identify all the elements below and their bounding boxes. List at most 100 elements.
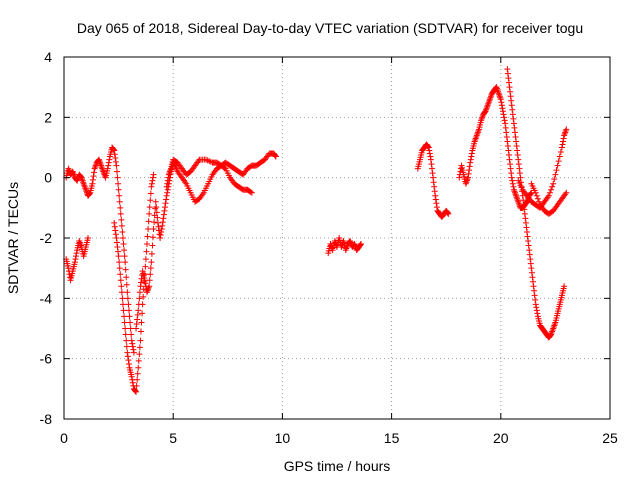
data-point: [512, 133, 519, 140]
data-point: [155, 223, 162, 230]
data-point: [138, 319, 145, 326]
data-point: [85, 235, 92, 241]
data-point: [124, 295, 131, 302]
data-point: [502, 124, 509, 131]
data-point: [136, 351, 143, 358]
data-point: [527, 260, 534, 267]
data-point: [555, 158, 562, 165]
data-point: [117, 271, 124, 278]
data-point: [145, 218, 152, 225]
data-point: [146, 283, 153, 290]
data-point: [505, 79, 512, 86]
data-point: [144, 233, 151, 240]
data-point: [122, 325, 129, 332]
data-point: [128, 373, 135, 380]
data-point: [136, 344, 143, 351]
data-point: [160, 211, 167, 218]
data-point: [433, 200, 440, 207]
data-point: [111, 219, 118, 226]
data-point: [147, 197, 154, 204]
data-point: [164, 177, 171, 184]
data-point: [548, 186, 555, 193]
data-point: [550, 180, 557, 187]
data-point: [112, 231, 119, 238]
data-point: [507, 93, 514, 100]
series-arc-4: [133, 150, 279, 332]
data-point: [111, 151, 118, 158]
data-point: [429, 170, 436, 177]
data-point: [164, 180, 171, 187]
data-point: [71, 259, 78, 266]
data-point: [456, 174, 463, 181]
data-point: [115, 180, 122, 187]
data-point: [147, 265, 154, 272]
data-point: [125, 307, 132, 314]
chart-title: Day 065 of 2018, Sidereal Day-to-day VTE…: [77, 20, 583, 36]
data-point: [536, 198, 543, 205]
data-point: [563, 126, 570, 133]
data-point: [505, 75, 512, 82]
data-point: [524, 228, 531, 235]
data-point: [533, 307, 540, 314]
data-point: [515, 161, 522, 168]
data-point: [104, 165, 111, 172]
data-point: [152, 198, 159, 205]
data-point: [533, 192, 540, 199]
data-point: [527, 256, 534, 263]
data-point: [150, 171, 157, 178]
data-point: [120, 241, 127, 248]
data-point: [467, 156, 474, 163]
data-point: [128, 331, 135, 338]
data-point: [526, 247, 533, 254]
data-point: [506, 156, 513, 163]
data-point: [508, 102, 515, 109]
data-point: [124, 289, 131, 296]
data-point: [149, 234, 156, 241]
data-point: [121, 247, 128, 254]
data-point: [139, 310, 146, 317]
data-point: [504, 138, 511, 145]
data-point: [147, 190, 154, 197]
data-point: [115, 253, 122, 260]
data-point: [444, 210, 451, 217]
data-point: [134, 311, 141, 318]
data-point: [164, 189, 171, 196]
x-tick-label: 0: [60, 430, 68, 446]
data-point: [122, 331, 129, 338]
data-point: [561, 283, 568, 290]
data-point: [133, 382, 140, 389]
data-point: [142, 256, 149, 263]
data-point: [150, 225, 157, 232]
data-point: [501, 114, 508, 121]
data-point: [508, 97, 515, 104]
data-point: [157, 235, 164, 241]
x-tick-label: 20: [493, 430, 509, 446]
data-point: [86, 190, 93, 197]
data-point: [113, 168, 120, 175]
data-point: [142, 280, 149, 287]
data-point: [148, 250, 155, 257]
data-point: [162, 200, 169, 207]
data-point: [426, 150, 433, 157]
y-tick-label: 4: [44, 49, 52, 65]
data-point: [430, 174, 437, 181]
data-point: [527, 190, 534, 197]
data-point: [112, 158, 119, 165]
data-point: [119, 235, 126, 241]
series-arc-3: [111, 171, 157, 395]
data-point: [528, 265, 535, 272]
data-point: [146, 210, 153, 217]
data-point: [89, 180, 96, 187]
data-point: [113, 235, 120, 241]
data-point: [137, 279, 144, 286]
data-point: [151, 219, 158, 226]
data-point: [503, 133, 510, 140]
data-point: [72, 256, 79, 263]
data-point: [165, 174, 172, 181]
axis-ticks: 0 5 10 15 20 25 -8 -6 -4 -2 0 2 4: [40, 49, 618, 446]
data-point: [113, 162, 120, 169]
data-point: [163, 183, 170, 190]
data-point: [526, 251, 533, 258]
data-point: [116, 198, 123, 205]
data-point: [112, 155, 119, 162]
